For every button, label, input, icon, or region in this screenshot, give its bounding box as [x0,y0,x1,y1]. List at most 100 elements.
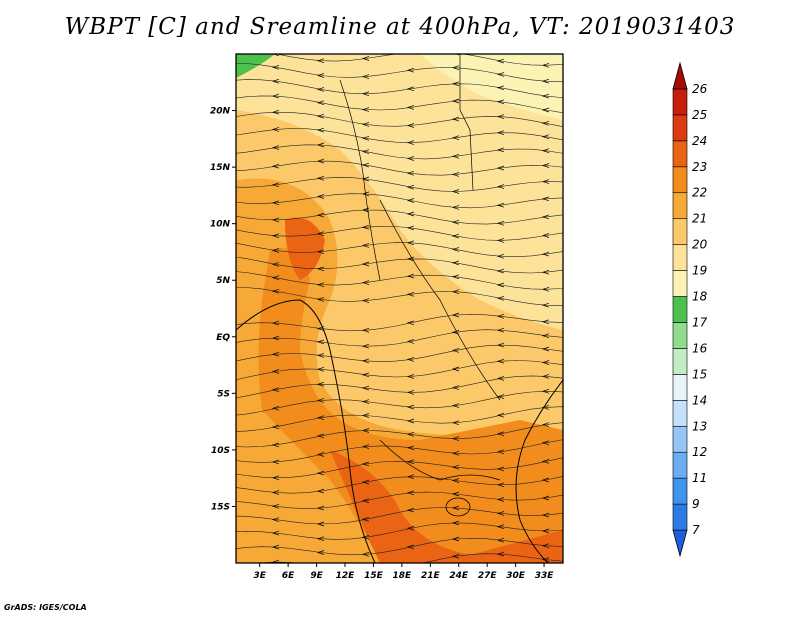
streamline-arrow [451,135,460,141]
streamline-arrow [496,431,505,437]
streamline-arrow [316,266,325,272]
streamline-arrow [541,214,550,220]
streamline-arrow [406,256,415,262]
map-frame [235,53,564,564]
streamline-arrow [541,62,550,68]
streamline-arrow [406,431,415,437]
streamline [236,390,563,416]
colorbar-label: 17 [692,315,708,329]
streamline-arrow [316,550,325,555]
streamline-arrow [361,224,370,230]
streamline [216,31,576,49]
streamline-arrow [496,72,505,77]
streamline-arrow [316,127,325,133]
streamline [236,329,563,347]
streamline-arrow [271,517,280,522]
streamline-arrow [541,528,550,534]
streamline-arrow [451,520,460,526]
streamline-arrow [271,93,280,99]
streamline-arrow [228,254,234,258]
streamline [236,360,563,380]
streamline-arrow [271,182,280,188]
streamline-arrow [541,196,550,202]
streamline-arrow [316,194,325,199]
streamline-arrow [318,43,324,47]
streamline-arrow [541,163,550,168]
streamline-arrow [496,358,505,364]
colorbar-label: 20 [692,238,708,252]
x-tick-label: 24E [449,571,469,581]
streamline-arrow [316,249,325,255]
border-2 [459,54,474,191]
streamline-arrow [451,536,460,542]
streamline-arrow [316,415,325,421]
colorbar-label: 15 [692,367,707,381]
colorbar-label: 7 [692,523,700,537]
streamline-arrow [361,191,370,197]
streamline-arrow [271,262,280,267]
streamline-arrow [406,357,415,362]
streamline-arrow [496,220,505,226]
streamline-arrow [541,374,550,379]
streamline-arrow [541,388,550,394]
streamline-arrow [271,275,280,281]
streamline-arrow [272,54,280,57]
streamline-arrow [271,442,280,448]
x-axis: 3E 6E 9E 12E 15E 18E 21E 24E 27E 30E 33E [253,563,554,581]
streamline-arrow [271,405,280,411]
credit-text: GrADS: IGES/COLA [4,603,87,612]
streamline-arrow [451,505,460,511]
streamline-arrow [406,525,415,531]
streamline-arrow [361,107,370,112]
streamline-arrow [316,366,325,372]
colorbar-swatch [672,88,688,116]
streamline [236,271,563,290]
streamline-arrow [496,394,505,399]
x-tick-label: 21E [421,571,441,581]
streamline-arrow [361,243,370,248]
streamline-arrow [228,379,234,383]
streamline-arrow [228,185,234,189]
streamline-arrow [316,113,325,119]
streamline-arrow [451,478,460,483]
streamline-arrow [228,430,234,434]
streamline-arrow [316,58,325,64]
colorbar: 7 9 11 12 13 14 15 16 17 18 19 20 21 22 23 24 25 26 [672,61,708,558]
colorbar-label: 21 [692,212,707,226]
streamline-arrow [316,142,325,148]
streamline-arrow [228,485,234,489]
streamline-arrow [496,202,505,208]
streamline-arrow [496,524,505,530]
streamline-arrow [361,162,370,168]
streamline-arrow [451,366,460,372]
coastlines [236,54,563,563]
streamline-arrow [496,165,505,171]
streamline [236,209,563,225]
streamline-arrow [406,123,415,128]
streamline [236,375,563,399]
border-4 [379,439,501,481]
streamline-arrow [361,122,370,127]
streamline-arrow [406,225,415,231]
colorbar-label: 22 [692,186,707,200]
streamline [236,406,563,432]
streamline-arrow [271,109,280,115]
streamline-arrow [451,116,460,122]
streamline-arrow [316,470,325,476]
streamline [236,95,563,113]
streamline-arrow [451,274,460,280]
streamline-arrow [361,176,370,182]
streamline [236,79,563,98]
streamline-arrow [541,233,550,238]
streamline-arrow [543,46,549,50]
streamline-arrow [406,445,415,451]
streamline-arrow [541,333,550,339]
streamline-arrow [228,61,234,65]
streamline-arrow [228,530,234,534]
border-3 [339,79,381,281]
streamline-arrow [406,418,415,424]
streamline-arrow [271,200,280,206]
streamline [236,422,563,448]
y-tick-label: 15S [211,502,230,512]
